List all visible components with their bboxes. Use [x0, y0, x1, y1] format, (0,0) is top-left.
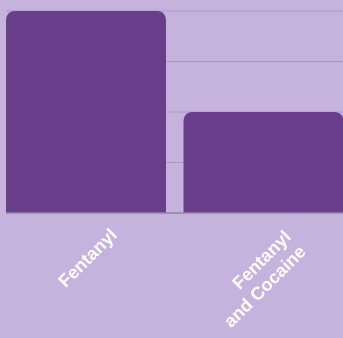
category-labels: Fentanyl Fentanyland Cocaine [54, 225, 309, 332]
x-tick-label: Fentanyl [54, 225, 120, 291]
bar-fentanyl-and-cocaine [184, 112, 343, 213]
bar-fentanyl [6, 11, 166, 213]
x-tick-label: Fentanyland Cocaine [205, 227, 310, 332]
